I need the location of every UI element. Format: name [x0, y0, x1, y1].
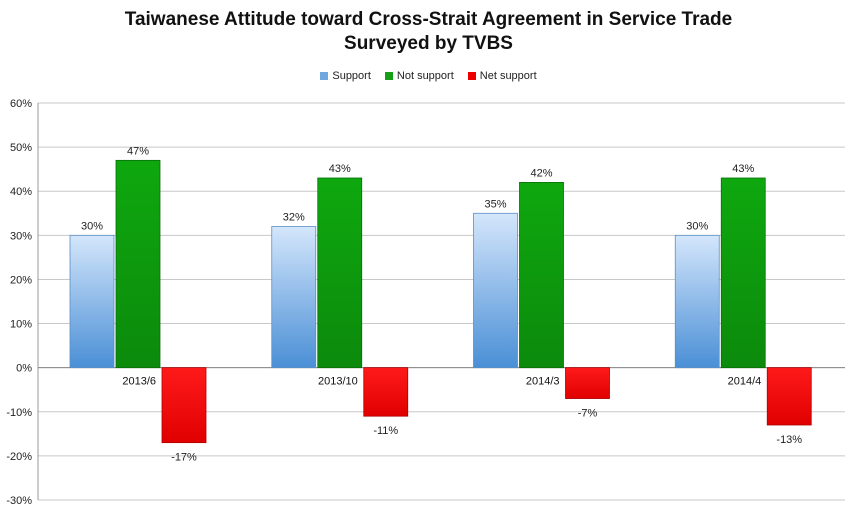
y-tick-label: -30% — [6, 495, 32, 507]
bar-net-support — [565, 367, 610, 399]
data-label-not-support: 42% — [530, 167, 552, 179]
bar-not-support — [115, 159, 161, 369]
y-tick-label: 10% — [10, 319, 32, 331]
bar-not-support — [720, 177, 766, 369]
data-label-support: 30% — [81, 220, 103, 232]
chart-title: Taiwanese Attitude toward Cross-Strait A… — [0, 8, 857, 56]
data-label-net-support: -13% — [776, 434, 802, 446]
bar-support — [271, 226, 317, 369]
bar-support — [69, 234, 115, 369]
x-category-label: 2014/3 — [526, 376, 560, 388]
y-tick-label: 30% — [10, 230, 32, 242]
data-label-support: 32% — [283, 212, 305, 224]
data-label-net-support: -11% — [373, 425, 398, 437]
labels-layer: 30% 47% -17% 2013/6 32% 43% -11% 2013/10 35% 42% -… — [81, 145, 802, 463]
legend-swatch-support — [320, 72, 329, 80]
data-label-support: 30% — [686, 220, 708, 232]
legend-item-support: Support — [320, 70, 371, 82]
data-label-net-support: -17% — [171, 452, 197, 464]
bar-support — [473, 212, 518, 369]
bars-layer — [69, 159, 812, 444]
y-tick-label: 0% — [16, 363, 32, 375]
bar-support — [674, 234, 720, 369]
y-tick-label: 60% — [10, 98, 32, 110]
y-tick-label: -10% — [6, 407, 32, 419]
legend-label-support: Support — [332, 70, 371, 82]
legend: Support Not support Net support — [0, 70, 857, 82]
chart-subtitle-line: Surveyed by TVBS — [344, 33, 513, 54]
data-label-not-support: 47% — [127, 145, 149, 157]
x-category-label: 2013/10 — [318, 376, 358, 388]
legend-swatch-net-support — [467, 72, 476, 80]
data-label-not-support: 43% — [732, 163, 754, 175]
y-tick-label: 20% — [10, 274, 32, 286]
legend-item-net-support: Net support — [467, 70, 537, 82]
x-category-label: 2013/6 — [122, 376, 156, 388]
bar-net-support — [766, 367, 812, 426]
y-tick-label: 50% — [10, 142, 32, 154]
bar-not-support — [317, 177, 363, 369]
legend-label-not-support: Not support — [396, 70, 454, 82]
legend-swatch-not-support — [384, 72, 393, 80]
y-tick-label: 40% — [10, 186, 32, 198]
bar-not-support — [519, 181, 564, 369]
data-label-net-support: -7% — [578, 408, 598, 420]
data-label-support: 35% — [484, 198, 506, 210]
legend-item-not-support: Not support — [384, 70, 454, 82]
bar-net-support — [161, 367, 207, 444]
y-tick-label: -20% — [6, 451, 32, 463]
chart-title-line: Taiwanese Attitude toward Cross-Strait A… — [124, 9, 733, 30]
bar-net-support — [363, 367, 409, 417]
legend-label-net-support: Net support — [479, 70, 537, 82]
data-label-not-support: 43% — [329, 163, 351, 175]
x-category-label: 2014/4 — [728, 376, 762, 388]
